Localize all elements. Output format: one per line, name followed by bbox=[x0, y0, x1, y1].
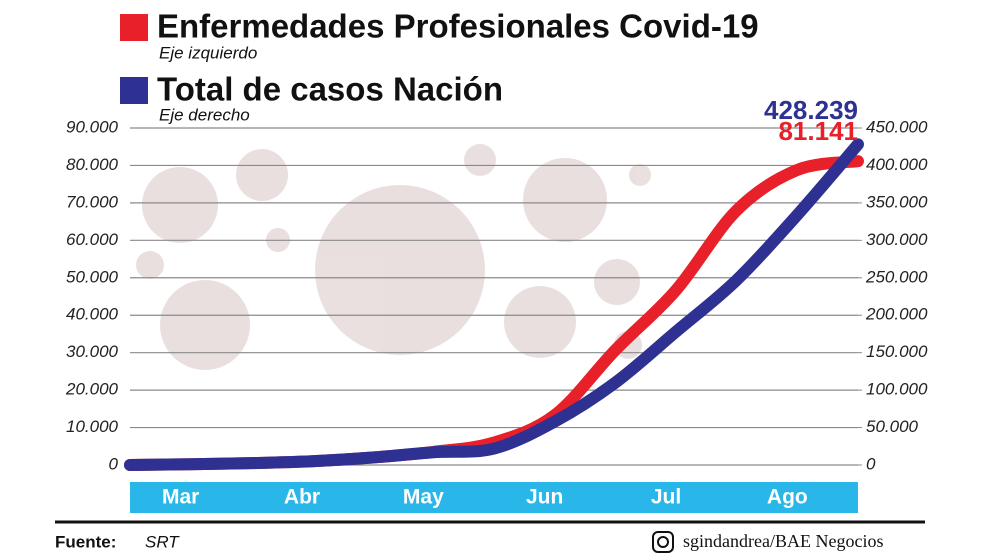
credit: sgindandrea/BAE Negocios bbox=[683, 531, 883, 551]
source: SRT bbox=[145, 532, 180, 551]
y-tick-label: 50.000 bbox=[66, 267, 119, 286]
y2-tick-label: 250.000 bbox=[865, 267, 928, 286]
instagram-icon bbox=[657, 536, 669, 548]
x-tick-label: Jul bbox=[651, 486, 681, 509]
x-tick-label: Ago bbox=[767, 486, 808, 509]
month-band bbox=[130, 482, 858, 513]
value-label: 81.141 bbox=[778, 116, 858, 146]
y2-tick-label: 450.000 bbox=[866, 117, 928, 136]
y-tick-label: 10.000 bbox=[66, 417, 119, 436]
y2-tick-label: 0 bbox=[866, 454, 876, 473]
background-virus bbox=[136, 144, 651, 370]
x-tick-label: May bbox=[403, 486, 444, 509]
y-tick-label: 70.000 bbox=[66, 192, 119, 211]
y-tick-label: 30.000 bbox=[66, 342, 119, 361]
y2-tick-label: 200.000 bbox=[865, 305, 928, 324]
y-tick-label: 20.000 bbox=[65, 380, 119, 399]
legend-swatch bbox=[120, 14, 148, 41]
y2-tick-label: 350.000 bbox=[866, 192, 928, 211]
series-line bbox=[124, 138, 864, 471]
legend-swatch bbox=[120, 77, 148, 104]
y-tick-label: 90.000 bbox=[66, 117, 119, 136]
y-tick-label: 40.000 bbox=[66, 305, 119, 324]
legend-note: Eje izquierdo bbox=[159, 43, 257, 62]
y2-tick-label: 150.000 bbox=[866, 342, 928, 361]
y-tick-label: 80.000 bbox=[66, 155, 119, 174]
value-label: 428.239 bbox=[764, 95, 858, 125]
instagram-icon bbox=[652, 531, 674, 553]
y2-tick-label: 100.000 bbox=[866, 380, 928, 399]
x-tick-label: Mar bbox=[162, 486, 199, 509]
y2-tick-label: 300.000 bbox=[866, 230, 928, 249]
legend-label: Enfermedades Profesionales Covid-19 bbox=[157, 8, 759, 45]
legend-label: Total de casos Nación bbox=[157, 71, 503, 108]
x-tick-label: Jun bbox=[526, 486, 563, 509]
y2-tick-label: 400.000 bbox=[866, 155, 928, 174]
source-label: Fuente: bbox=[55, 532, 116, 551]
y2-tick-label: 50.000 bbox=[866, 417, 919, 436]
y-tick-label: 60.000 bbox=[66, 230, 119, 249]
y-tick-label: 0 bbox=[109, 454, 119, 473]
x-tick-label: Abr bbox=[284, 486, 320, 509]
legend-note: Eje derecho bbox=[159, 105, 250, 124]
